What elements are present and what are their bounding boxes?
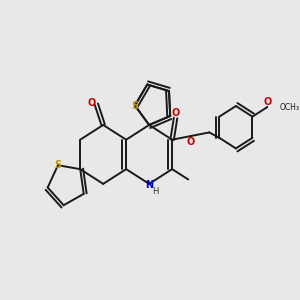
Text: N: N (145, 180, 153, 190)
Text: S: S (54, 160, 61, 170)
Text: H: H (153, 187, 159, 196)
Text: O: O (187, 137, 195, 147)
Text: O: O (172, 108, 180, 118)
Text: S: S (131, 100, 139, 110)
Text: O: O (263, 97, 272, 107)
Text: O: O (88, 98, 96, 108)
Text: OCH₃: OCH₃ (280, 103, 300, 112)
